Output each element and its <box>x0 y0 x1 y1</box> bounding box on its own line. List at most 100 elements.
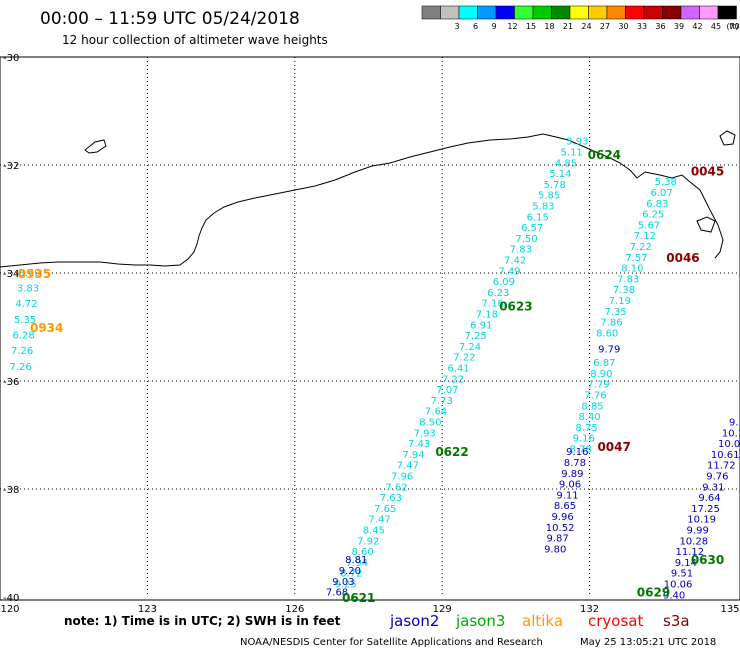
wave-height-value: 6.15 <box>527 212 549 223</box>
pass-label: 0935 <box>18 267 51 281</box>
wave-height-value: 9.16 <box>573 434 595 445</box>
wave-height-value: 9.03 <box>332 577 354 588</box>
wave-height-value: 7.12 <box>634 231 656 242</box>
footer-org: NOAA/NESDIS Center for Satellite Applica… <box>240 637 543 648</box>
wave-height-value: 6.91 <box>470 320 492 331</box>
wave-height-value: 9.87 <box>547 534 569 545</box>
wave-height-value: 9.89 <box>561 469 583 480</box>
track-0046-0047-lower: 9.79 <box>598 345 620 356</box>
legend-label: 45 <box>711 22 721 31</box>
wave-height-value: 10.52 <box>546 523 575 534</box>
wave-height-value: 8.60 <box>596 328 618 339</box>
legend-swatch <box>680 5 700 20</box>
wave-height-value: 7.22 <box>442 374 464 385</box>
wave-height-value: 5.83 <box>532 202 554 213</box>
wave-height-value: 5.67 <box>638 220 660 231</box>
wave-height-value: 8.78 <box>564 458 586 469</box>
wave-height-value: 7.57 <box>625 253 647 264</box>
wave-height-value: 7.35 <box>605 307 627 318</box>
wave-height-value: 6.25 <box>642 210 664 221</box>
wave-height-value: 9.06 <box>559 480 581 491</box>
wave-height-value: 8.81 <box>345 555 367 566</box>
wave-height-value: 7.38 <box>613 285 635 296</box>
satellite-jason2: jason2 <box>389 612 439 630</box>
legend-swatch <box>458 5 478 20</box>
wave-height-value: 5.11 <box>561 148 583 159</box>
wave-height-value: 7.94 <box>346 558 368 569</box>
wave-height-value: 7.49 <box>498 266 520 277</box>
wave-height-value: 9.11 <box>556 490 578 501</box>
altimeter-tracks: 3.60 3.83 4.72 5.35 6.28 7.26 7.26 3.935.114.85… <box>10 137 740 602</box>
wave-height-value: 7.50 <box>515 234 537 245</box>
wave-height-value: 10.06 <box>664 580 693 591</box>
wave-height-value: 3.93 <box>566 137 588 148</box>
wave-height-value: 9.20 <box>339 566 361 577</box>
wave-height-value: 6.07 <box>650 188 672 199</box>
map-gridlines <box>0 57 737 597</box>
wave-height-value: 8.75 <box>576 423 598 434</box>
wave-height-value: 9.40 <box>663 590 685 601</box>
wave-height-value: 7.07 <box>436 385 458 396</box>
legend-label: 6 <box>473 22 478 31</box>
legend-swatch <box>551 5 571 20</box>
satellite-jason3: jason3 <box>455 612 505 630</box>
wave-height-value: 7.76 <box>584 391 606 402</box>
wave-height-value: 8.60 <box>351 547 373 558</box>
satellite-altika: altika <box>522 612 563 630</box>
pass-label: 0621 <box>342 591 375 605</box>
lon-label: 132 <box>580 604 599 615</box>
wave-height-value: 10.61 <box>711 450 740 461</box>
wave-height-value: 17.25 <box>691 504 720 515</box>
wave-height-value: 9.80 <box>544 544 566 555</box>
legend-label: 9 <box>491 22 496 31</box>
wave-height-value: 7.94 <box>402 450 424 461</box>
page-subtitle: 12 hour collection of altimeter wave hei… <box>62 33 328 47</box>
legend-label: 33 <box>637 22 647 31</box>
lat-label: -34 <box>3 269 19 280</box>
wave-height-value: 7.86 <box>600 318 622 329</box>
color-legend: 3 6 9 12 15 18 21 24 27 30 33 36 39 42 45 70(ft) <box>421 5 740 31</box>
pass-label: 0623 <box>499 299 532 313</box>
wave-height-value: 7.26 <box>10 362 32 373</box>
wave-height-value: 9.31 <box>702 482 724 493</box>
wave-height-value: 7.79 <box>587 380 609 391</box>
legend-label: 27 <box>600 22 610 31</box>
wave-height-value: 9.25 <box>335 580 357 591</box>
pass-label: 0934 <box>30 321 63 335</box>
wave-height-value: 5.85 <box>538 191 560 202</box>
legend-label: 70 <box>729 22 739 31</box>
legend-swatch <box>588 5 608 20</box>
wave-height-value: 9.5 <box>729 418 740 429</box>
wave-height-value: 7.22 <box>453 353 475 364</box>
wave-height-value: 7.47 <box>397 461 419 472</box>
lat-label: -40 <box>3 593 19 604</box>
australia-coastline <box>0 133 724 268</box>
pass-label: 0624 <box>588 148 621 162</box>
wave-height-value: 6.28 <box>12 331 34 342</box>
wave-height-value: 8.85 <box>581 401 603 412</box>
track-0047-low: 9.168.789.899.069.118.659.9610.529.879.8… <box>544 447 588 555</box>
legend-swatch <box>569 5 589 20</box>
legend-swatch <box>717 5 737 20</box>
legend-swatch <box>625 5 645 20</box>
wave-height-value: 7.83 <box>617 274 639 285</box>
wave-height-value: 6.09 <box>493 277 515 288</box>
wave-height-value: 7.47 <box>368 515 390 526</box>
wave-height-value: 10.1 <box>722 428 740 439</box>
pass-label: 0047 <box>597 440 630 454</box>
legend-label: 12 <box>507 22 517 31</box>
wave-height-value: 9.14 <box>675 558 697 569</box>
wave-height-value: 10.19 <box>687 515 716 526</box>
lon-label: 120 <box>0 604 19 615</box>
wave-height-value: 7.42 <box>504 256 526 267</box>
legend-swatch <box>606 5 626 20</box>
wave-height-value: 6.23 <box>487 288 509 299</box>
wave-height-value: 7.62 <box>385 482 407 493</box>
legend-swatch <box>477 5 497 20</box>
wave-height-value: 8.65 <box>554 501 576 512</box>
legend-label: 21 <box>563 22 573 31</box>
lat-label: -38 <box>3 485 19 496</box>
wave-height-value: 9.51 <box>671 569 693 580</box>
island-b <box>696 216 716 233</box>
